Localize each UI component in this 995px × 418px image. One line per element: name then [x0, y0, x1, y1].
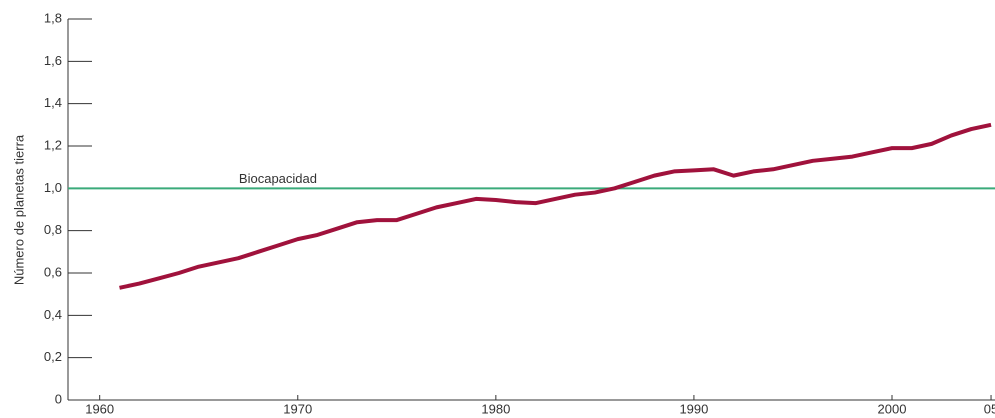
- data-line: [119, 122, 992, 290]
- y-tick-label: 0,8: [44, 222, 62, 237]
- y-tick-label: 0,2: [44, 349, 62, 364]
- y-tick-label: 1,0: [44, 180, 62, 195]
- y-tick-label: 1,6: [44, 53, 62, 68]
- y-tick-label: 1,4: [44, 95, 62, 110]
- y-tick-label: 0,6: [44, 264, 62, 279]
- x-tick-label: 05: [984, 401, 995, 416]
- x-tick-label: 1990: [679, 401, 708, 416]
- y-tick-label: 0,4: [44, 307, 62, 322]
- x-tick-label: 2000: [878, 401, 907, 416]
- x-tick-label: 1980: [481, 401, 510, 416]
- y-tick-label: 0: [55, 391, 62, 406]
- reference-label: Biocapacidad: [239, 171, 317, 186]
- x-tick-label: 1960: [85, 401, 114, 416]
- y-tick-label: 1,8: [44, 10, 62, 25]
- y-tick-label: 1,2: [44, 137, 62, 152]
- x-tick-label: 1970: [283, 401, 312, 416]
- y-axis-label: Número de planetas tierra: [11, 134, 26, 285]
